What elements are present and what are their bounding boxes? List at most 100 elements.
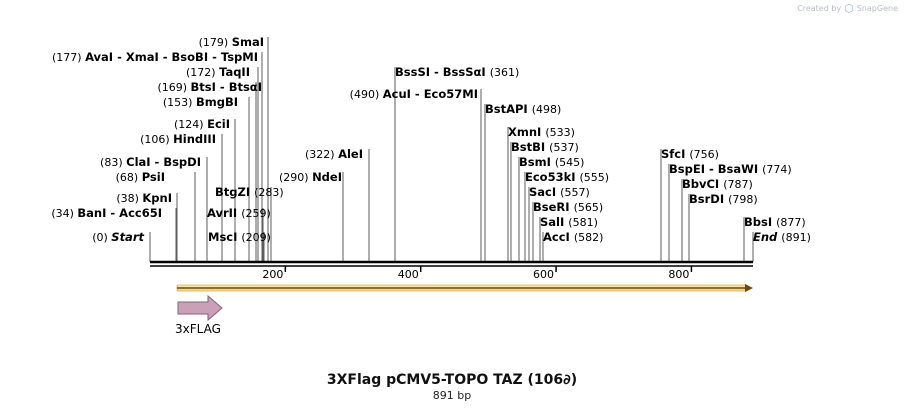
site-coordinate: (209) [241,231,271,244]
site-enzyme-name: BbvCI [682,177,723,191]
site-coordinate: (124) [174,118,207,131]
site-label[interactable]: (177) AvaI - XmaI - BsoBI - TspMI [52,50,258,64]
site-enzyme-name: BseRI [533,200,574,214]
site-label[interactable]: BseRI (565) [533,200,603,214]
site-enzyme-name: Eco53kI [525,170,580,184]
site-coordinate: (581) [568,216,598,229]
site-label[interactable]: (0) Start [92,230,144,244]
site-coordinate: (283) [254,186,284,199]
site-coordinate: (877) [776,216,806,229]
site-enzyme-name: BbsI [744,215,776,229]
site-enzyme-name: PsiI [142,170,165,184]
site-coordinate: (34) [51,207,77,220]
site-label[interactable]: (34) BanI - Acc65I [51,206,162,220]
site-enzyme-name: BsrDI [689,192,728,206]
site-enzyme-name: SmaI [232,35,264,49]
site-label[interactable]: BstBI (537) [511,140,579,154]
site-coordinate: (322) [305,148,338,161]
site-label[interactable]: BbsI (877) [744,215,806,229]
site-enzyme-name: Start [111,230,144,244]
site-label[interactable]: (83) ClaI - BspDI [100,155,201,169]
site-label[interactable]: (124) EciI [174,117,230,131]
site-enzyme-name: EciI [207,117,230,131]
site-label[interactable]: BtgZI (283) [215,185,284,199]
ruler-tick-label: 800 [668,268,689,281]
site-coordinate: (490) [350,88,383,101]
site-coordinate: (0) [92,231,111,244]
site-enzyme-name: AvaI - XmaI - BsoBI - TspMI [85,50,258,64]
site-label[interactable]: (290) NdeI [279,170,342,184]
site-label[interactable]: MscI (209) [208,230,271,244]
site-label[interactable]: (169) BtsI - BtsαI [157,80,262,94]
site-coordinate: (555) [580,171,610,184]
site-coordinate: (169) [157,81,190,94]
site-coordinate: (537) [549,141,579,154]
site-enzyme-name: SalI [540,215,568,229]
site-label[interactable]: (322) AleI [305,147,363,161]
ruler-tick-label: 600 [533,268,554,281]
site-coordinate: (557) [560,186,590,199]
site-label[interactable]: SacI (557) [529,185,590,199]
site-enzyme-name: KpnI [142,191,172,205]
feature-3xflag-label: 3xFLAG [175,322,221,336]
site-label[interactable]: BspEI - BsaWI (774) [669,162,792,176]
site-label[interactable]: BbvCI (787) [682,177,753,191]
cut-site-lines [149,37,754,262]
feature-3xflag-arrow[interactable] [177,294,223,322]
snapgene-watermark: Created by ⬡ SnapGene [797,2,898,15]
sequence-backbone [150,260,753,267]
site-enzyme-name: AleI [338,147,363,161]
site-label[interactable]: BsrDI (798) [689,192,758,206]
site-enzyme-name: BstBI [511,140,549,154]
site-label[interactable]: (153) BmgBI [163,95,238,109]
site-enzyme-name: AccI [543,230,574,244]
site-coordinate: (153) [163,96,196,109]
site-coordinate: (582) [574,231,604,244]
map-title: 3XFlag pCMV5-TOPO TAZ (106∂) [326,372,578,388]
ruler-tick-label: 400 [398,268,419,281]
site-label[interactable]: (106) HindIII [140,132,216,146]
site-enzyme-name: BsmI [519,155,555,169]
site-label[interactable]: (38) KpnI [116,191,172,205]
site-coordinate: (787) [723,178,753,191]
site-enzyme-name: BssSI - BssSαI [395,65,490,79]
site-coordinate: (106) [140,133,173,146]
site-label[interactable]: BstAPI (498) [485,102,561,116]
site-coordinate: (259) [241,207,271,220]
site-coordinate: (361) [490,66,520,79]
site-enzyme-name: BtsI - BtsαI [191,80,262,94]
site-label[interactable]: AccI (582) [543,230,603,244]
site-label[interactable]: (68) PsiI [116,170,165,184]
sequence-length: 891 bp [432,389,472,402]
site-coordinate: (774) [762,163,792,176]
features: 3xFLAG [175,284,753,336]
site-label[interactable]: SalI (581) [540,215,598,229]
site-label[interactable]: (490) AcuI - Eco57MI [350,87,478,101]
site-coordinate: (565) [574,201,604,214]
site-coordinate: (179) [199,36,232,49]
site-coordinate: (83) [100,156,126,169]
site-enzyme-name: BmgBI [196,95,238,109]
site-coordinate: (891) [781,231,811,244]
site-label[interactable]: XmnI (533) [508,125,575,139]
site-coordinate: (756) [689,148,719,161]
site-enzyme-name: ClaI - BspDI [126,155,201,169]
site-label[interactable]: End (891) [753,230,811,244]
site-label[interactable]: BsmI (545) [519,155,584,169]
site-label[interactable]: (172) TaqII [186,65,250,79]
site-label[interactable]: SfcI (756) [661,147,719,161]
site-label[interactable]: (179) SmaI [199,35,264,49]
site-enzyme-name: SacI [529,185,560,199]
site-enzyme-name: BspEI - BsaWI [669,162,762,176]
site-label[interactable]: Eco53kI (555) [525,170,609,184]
site-enzyme-name: TaqII [219,65,250,79]
site-enzyme-name: BtgZI [215,185,254,199]
site-label[interactable]: AvrII (259) [207,206,271,220]
site-coordinate: (177) [52,51,85,64]
site-coordinate: (172) [186,66,219,79]
site-enzyme-name: BstAPI [485,102,532,116]
site-enzyme-name: End [753,230,781,244]
ruler-tick-label: 200 [262,268,283,281]
site-label[interactable]: BssSI - BssSαI (361) [395,65,519,79]
